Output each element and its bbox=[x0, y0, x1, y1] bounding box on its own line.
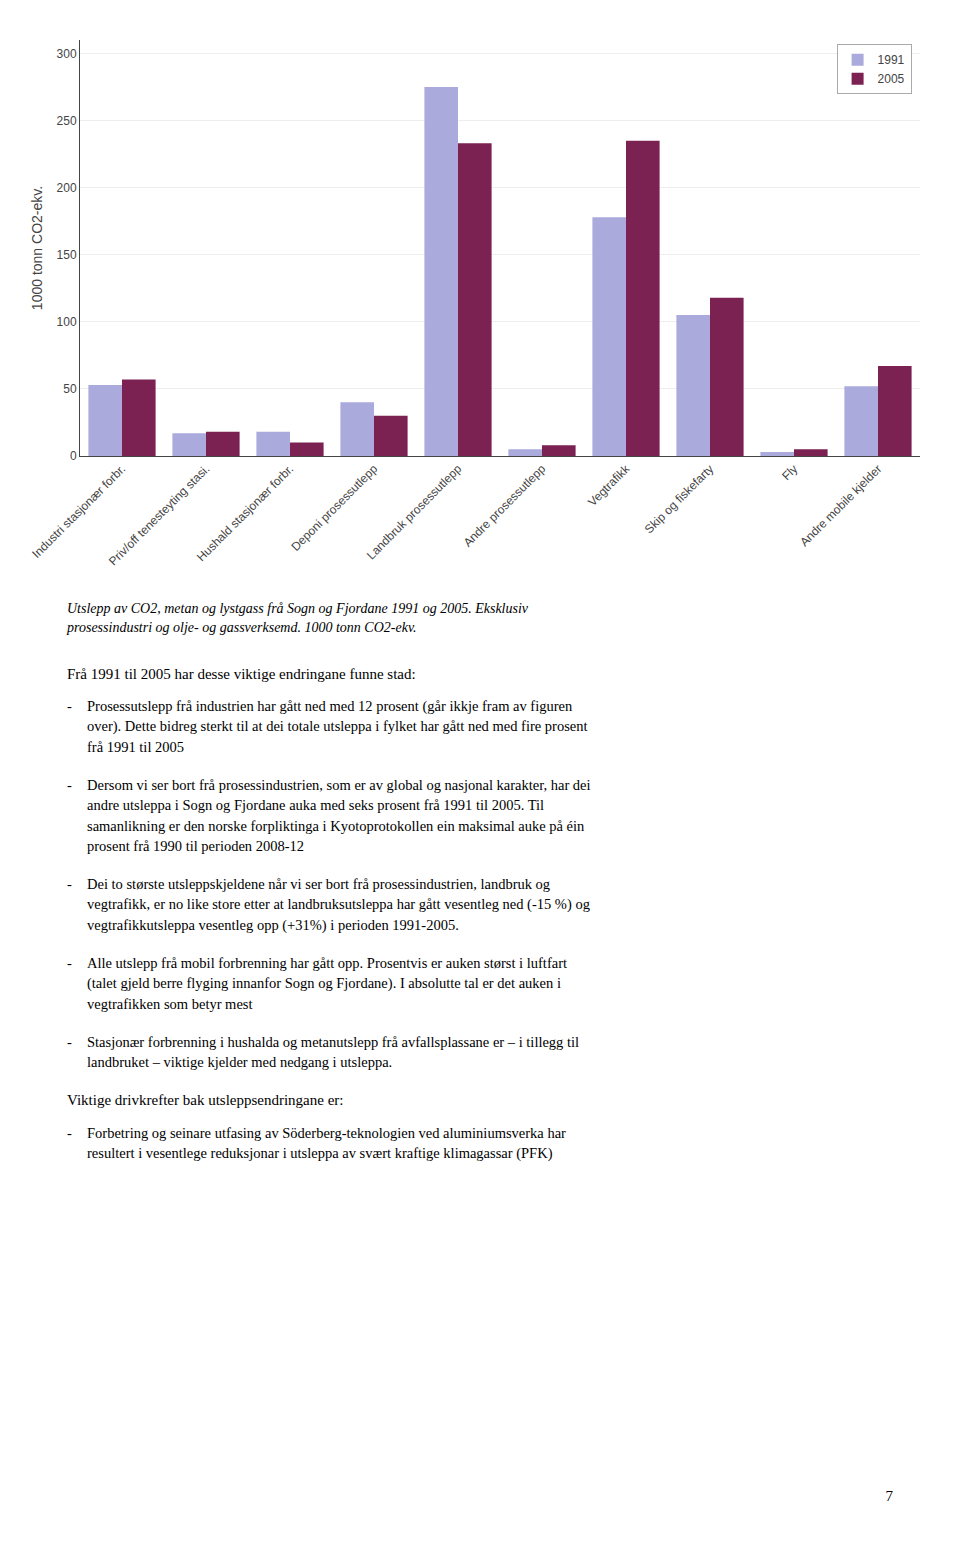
html-text:Frå 1991 til 2005 har desse vi: Frå 1991 til 2005 har desse viktige endr… bbox=[67, 665, 416, 682]
svg-text:Industri stasjonær forbr.: Industri stasjonær forbr. bbox=[29, 462, 128, 561]
html-text:Dei to største utsleppskjelden: Dei to største utsleppskjeldene når vi s… bbox=[87, 876, 590, 933]
svg-text:250: 250 bbox=[57, 114, 77, 128]
svg-text:200: 200 bbox=[57, 181, 77, 195]
svg-text:1991: 1991 bbox=[878, 53, 905, 67]
svg-text:Landbruk prosessutlepp: Landbruk prosessutlepp bbox=[364, 462, 465, 563]
svg-text:Hushald stasjonær forbr.: Hushald stasjonær forbr. bbox=[194, 462, 296, 564]
svg-text:100: 100 bbox=[57, 315, 77, 329]
svg-text:Andre prosessutlepp: Andre prosessutlepp bbox=[461, 462, 549, 550]
html-text:Dersom vi ser bort frå prosess: Dersom vi ser bort frå prosessindustrien… bbox=[87, 776, 591, 854]
svg-text:50: 50 bbox=[63, 382, 77, 396]
html-text:7: 7 bbox=[885, 1488, 893, 1504]
svg-text:Deponi prosessutlepp: Deponi prosessutlepp bbox=[288, 462, 380, 554]
html-text:Utslepp av CO2, metan og lystg: Utslepp av CO2, metan og lystgass frå So… bbox=[67, 601, 529, 635]
svg-text:Vegtrafikk: Vegtrafikk bbox=[585, 461, 633, 509]
svg-text:150: 150 bbox=[57, 248, 77, 262]
svg-text:0: 0 bbox=[70, 449, 77, 463]
svg-text:Fly: Fly bbox=[779, 462, 800, 483]
html-text:Prosessutslepp frå industrien: Prosessutslepp frå industrien har gått n… bbox=[87, 698, 588, 755]
svg-text:Priv/off tenesteyting stasi.: Priv/off tenesteyting stasi. bbox=[106, 462, 212, 568]
html-text:Stasjonær forbrenning i hushal: Stasjonær forbrenning i hushalda og meta… bbox=[87, 1033, 580, 1071]
svg-text:300: 300 bbox=[57, 47, 77, 61]
svg-text:Skip og fiskefarty: Skip og fiskefarty bbox=[642, 462, 717, 537]
svg-text:1000 tonn CO2-ekv.: 1000 tonn CO2-ekv. bbox=[29, 186, 45, 310]
svg-text:2005: 2005 bbox=[878, 72, 905, 86]
html-text:Forbetring og seinare utfasing: Forbetring og seinare utfasing av Söderb… bbox=[87, 1124, 566, 1161]
html-text:Alle utslepp frå mobil forbren: Alle utslepp frå mobil forbrenning har g… bbox=[87, 955, 567, 1012]
html-text:Viktige drivkrefter bak utslep: Viktige drivkrefter bak utsleppsendringa… bbox=[67, 1092, 344, 1109]
svg-text:Andre mobile kjelder: Andre mobile kjelder bbox=[797, 462, 884, 549]
